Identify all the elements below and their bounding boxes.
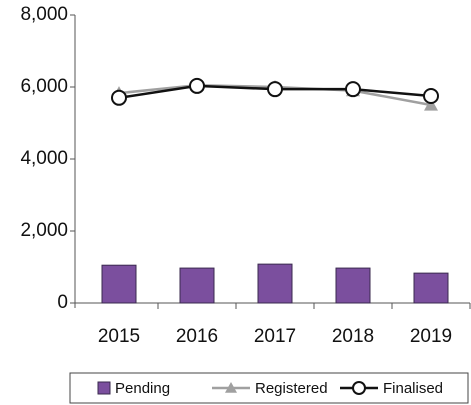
y-tick-label: 8,000 <box>20 4 68 25</box>
bar <box>179 267 215 304</box>
marker <box>189 77 205 94</box>
marker <box>111 89 127 106</box>
marker <box>424 98 438 111</box>
bar <box>335 267 371 304</box>
legend-label: Registered <box>255 380 328 397</box>
y-tick-label: 0 <box>57 292 68 313</box>
x-tick-label: 2018 <box>332 326 374 347</box>
marker <box>345 81 361 98</box>
legend-label: Finalised <box>383 380 443 397</box>
marker <box>225 382 237 393</box>
x-tick-label: 2015 <box>98 326 140 347</box>
x-tick-label: 2017 <box>254 326 296 347</box>
legend-box <box>69 372 469 404</box>
bar <box>413 272 449 304</box>
y-tick-label: 2,000 <box>20 220 68 241</box>
x-tick-label: 2016 <box>176 326 218 347</box>
marker <box>352 381 366 395</box>
marker <box>423 88 439 104</box>
x-tick-label: 2019 <box>410 326 452 347</box>
y-tick-label: 4,000 <box>20 148 68 169</box>
marker <box>267 81 283 98</box>
bar <box>101 264 137 304</box>
legend-label: Pending <box>115 380 170 397</box>
bar <box>257 263 293 304</box>
y-tick-label: 6,000 <box>20 76 68 97</box>
legend-swatch <box>97 381 111 395</box>
